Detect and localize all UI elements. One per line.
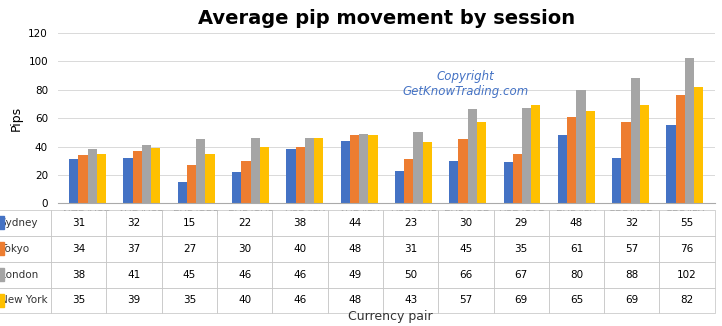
Bar [622,122,630,203]
Bar [576,90,586,203]
Bar [341,141,350,203]
Bar [187,165,196,203]
Bar [531,105,541,203]
Bar [97,154,106,203]
Bar [640,105,649,203]
Bar [414,132,422,203]
Text: Currency pair: Currency pair [347,310,432,323]
Bar [477,122,486,203]
Bar [586,111,595,203]
Y-axis label: Pips: Pips [9,106,22,131]
Bar [449,161,458,203]
Bar [368,135,378,203]
Bar [151,148,160,203]
Bar [468,110,477,203]
Bar [612,158,622,203]
Bar [69,159,79,203]
Bar [567,117,576,203]
Bar [260,146,269,203]
Bar [178,182,187,203]
Bar [666,125,676,203]
Bar [79,155,87,203]
Bar [458,140,468,203]
Bar [685,58,694,203]
Bar [359,134,368,203]
Bar [142,145,151,203]
Bar [503,162,513,203]
Bar [522,108,531,203]
Text: Copyright
GetKnowTrading.com: Copyright GetKnowTrading.com [402,70,529,98]
Bar [295,146,305,203]
Bar [123,158,133,203]
Bar [694,87,703,203]
Bar [196,140,206,203]
Bar [251,138,260,203]
Bar [206,154,214,203]
Bar [350,135,359,203]
Bar [630,78,640,203]
Bar [676,95,685,203]
Bar [314,138,323,203]
Title: Average pip movement by session: Average pip movement by session [198,9,575,28]
Bar [422,142,432,203]
Bar [513,154,522,203]
Bar [404,159,414,203]
Bar [395,171,404,203]
Bar [287,149,295,203]
Bar [305,138,314,203]
Bar [133,151,142,203]
Bar [232,172,241,203]
Bar [558,135,567,203]
Bar [241,161,251,203]
Bar [87,149,97,203]
